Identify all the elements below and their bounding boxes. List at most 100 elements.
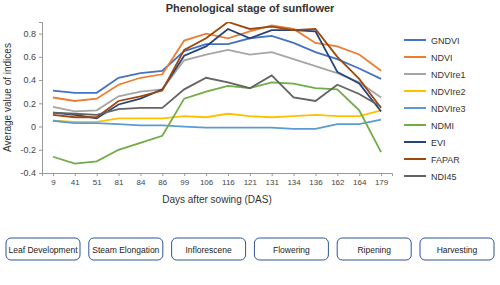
- stage-box: [420, 238, 494, 260]
- series-line: [53, 75, 381, 114]
- x-tick-mark: [140, 173, 141, 176]
- series-lines: [53, 22, 381, 164]
- stage-label: Steam Elongation: [92, 245, 159, 255]
- x-tick-mark: [381, 173, 382, 176]
- stage-label: Ripening: [357, 245, 391, 255]
- x-tick-mark: [184, 173, 185, 176]
- y-tick-mark: [39, 34, 42, 35]
- y-tick-label: 0.4: [23, 75, 36, 85]
- x-tick-label: 179: [375, 178, 389, 187]
- y-tick-label: 0.8: [23, 29, 36, 39]
- x-tick: 162: [331, 173, 345, 187]
- x-tick: 9: [51, 173, 56, 187]
- x-tick: 116: [222, 173, 235, 187]
- x-tick-label: 81: [115, 178, 124, 187]
- y-tick-mark: [39, 80, 42, 81]
- series-line: [53, 36, 381, 93]
- x-tick-mark: [228, 173, 229, 176]
- x-axis-line: [43, 174, 393, 177]
- y-tick: 0.2: [23, 99, 42, 109]
- legend-swatch: [404, 90, 426, 92]
- x-axis-title: Days after sowing (DAS): [162, 194, 271, 205]
- x-tick: 86: [158, 173, 167, 187]
- legend-swatch: [404, 175, 426, 177]
- legend-entry: NDVIre1: [404, 70, 466, 80]
- x-tick-mark: [53, 173, 54, 176]
- stage-box: [6, 238, 80, 260]
- legend-label: NDVIre2: [431, 87, 466, 97]
- x-tick-label: 164: [353, 178, 367, 187]
- legend-label: GNDVI: [431, 36, 460, 46]
- legend-swatch: [404, 141, 426, 143]
- y-axis-title: Average value of indices: [2, 43, 13, 152]
- y-tick-mark: [39, 127, 42, 128]
- y-tick-mark: [39, 150, 42, 151]
- x-tick: 136: [309, 173, 323, 187]
- x-tick-label: 121: [244, 178, 258, 187]
- x-tick-label: 86: [158, 178, 167, 187]
- legend-entry: EVI: [404, 138, 446, 148]
- x-tick-mark: [206, 173, 207, 176]
- y-axis: -0.4-0.200.20.40.60.8: [20, 23, 42, 179]
- x-tick-label: 136: [309, 178, 323, 187]
- y-tick: -0.4: [20, 168, 42, 178]
- x-tick: 134: [287, 173, 301, 187]
- chart: Phenological stage of sunflower -0.4 -0.2 0…: [0, 0, 500, 285]
- y-tick-mark: [39, 57, 42, 58]
- x-tick: 131: [266, 173, 280, 187]
- x-tick-label: 106: [200, 178, 214, 187]
- series-line: [53, 82, 381, 163]
- x-tick: 179: [375, 173, 389, 187]
- legend-entry: FAPAR: [404, 155, 460, 165]
- stage-label: Harvesting: [437, 245, 478, 255]
- x-tick: 164: [353, 173, 367, 187]
- title: Phenological stage of sunflower: [166, 2, 335, 14]
- y-tick: 0.8: [23, 29, 42, 39]
- x-tick: 84: [136, 173, 145, 187]
- x-tick-mark: [119, 173, 120, 176]
- legend-swatch: [404, 124, 426, 126]
- x-tick-mark: [294, 173, 295, 176]
- legend-entry: NDMI: [404, 121, 454, 131]
- y-axis-line: [39, 23, 43, 174]
- x-tick-label: 134: [287, 178, 301, 187]
- x-tick: 121: [244, 173, 258, 187]
- x-tick-mark: [250, 173, 251, 176]
- x-tick: 41: [71, 173, 80, 187]
- legend-swatch: [404, 39, 426, 41]
- x-tick-mark: [272, 173, 273, 176]
- x-tick: 51: [93, 173, 102, 187]
- legend-label: EVI: [431, 138, 446, 148]
- y-tick-label: 0: [31, 122, 36, 132]
- x-tick-mark: [359, 173, 360, 176]
- y-tick-label: -0.4: [20, 168, 36, 178]
- legend-label: NDVIre1: [431, 70, 466, 80]
- legend: GNDVI NDVI NDVIre1 NDVIre2 NDVIre3 NDMI EVI FAP…: [404, 36, 466, 182]
- stage-box: [89, 238, 163, 260]
- y-tick-label: 0.2: [23, 99, 36, 109]
- y-tick-label: -0.2: [20, 145, 36, 155]
- legend-label: NDVI: [431, 53, 453, 63]
- y-tick: 0: [31, 122, 42, 132]
- legend-label: NDI45: [431, 172, 457, 182]
- x-tick-label: 51: [93, 178, 102, 187]
- x-tick: 106: [200, 173, 214, 187]
- legend-entry: GNDVI: [404, 36, 460, 46]
- legend-entry: NDVI: [404, 53, 453, 63]
- stage-label: Leaf Development: [9, 245, 79, 255]
- x-tick-label: 162: [331, 178, 345, 187]
- plot: -0.4-0.200.20.40.60.89415181848699106116…: [20, 22, 392, 205]
- x-tick-label: 41: [71, 178, 80, 187]
- series-line: [53, 110, 381, 122]
- legend-swatch: [404, 107, 426, 109]
- x-tick-mark: [162, 173, 163, 176]
- x-axis: 9 41 51 81 84 86 99 106 116 121 131 134 136 162 164 179: [43, 173, 393, 187]
- stage-label: Inflorescene: [185, 245, 232, 255]
- x-tick-label: 99: [180, 178, 189, 187]
- legend-entry: NDI45: [404, 172, 457, 182]
- x-tick-label: 84: [136, 178, 145, 187]
- legend-swatch: [404, 158, 426, 160]
- y-tick-mark: [39, 173, 42, 174]
- legend-entry: NDVIre3: [404, 104, 466, 114]
- legend-label: NDMI: [431, 121, 454, 131]
